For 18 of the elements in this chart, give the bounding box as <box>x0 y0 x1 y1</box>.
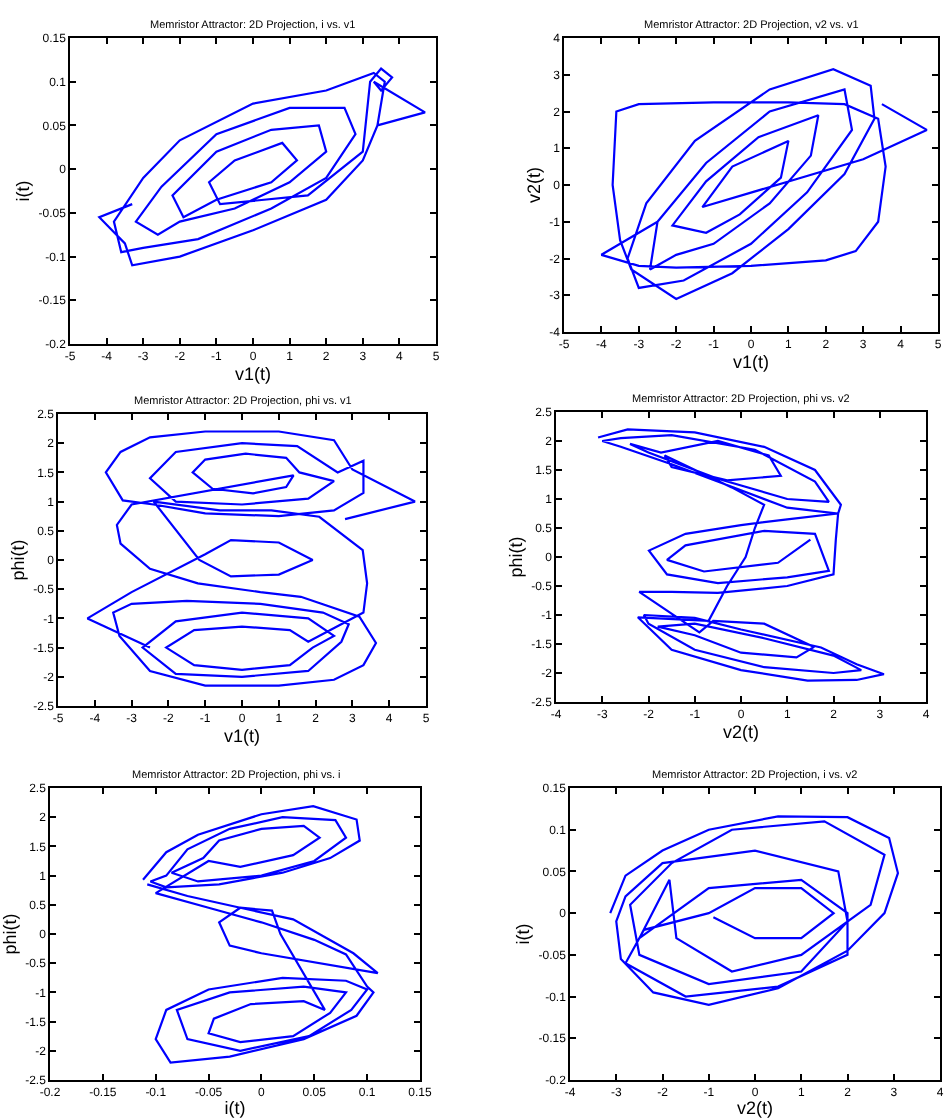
y-axis-title: i(t) <box>513 923 534 945</box>
x-axis-title: i(t) <box>224 1098 246 1118</box>
y-axis-title: i(t) <box>13 180 34 202</box>
line-series <box>98 67 427 267</box>
x-axis-title: v2(t) <box>737 1098 774 1118</box>
line-series <box>596 428 886 682</box>
y-axis-title: phi(t) <box>505 536 526 578</box>
y-axis-title: v2(t) <box>523 166 544 203</box>
line-series <box>141 805 379 1064</box>
x-axis-title: v2(t) <box>723 722 760 743</box>
line-series <box>86 430 417 687</box>
line-series <box>609 815 900 1007</box>
y-axis-title: phi(t) <box>0 913 20 955</box>
x-axis-title: v1(t) <box>733 352 770 373</box>
y-axis-title: phi(t) <box>7 539 28 581</box>
x-axis-title: v1(t) <box>235 364 272 385</box>
line-series <box>600 68 928 301</box>
x-axis-title: v1(t) <box>224 726 261 747</box>
